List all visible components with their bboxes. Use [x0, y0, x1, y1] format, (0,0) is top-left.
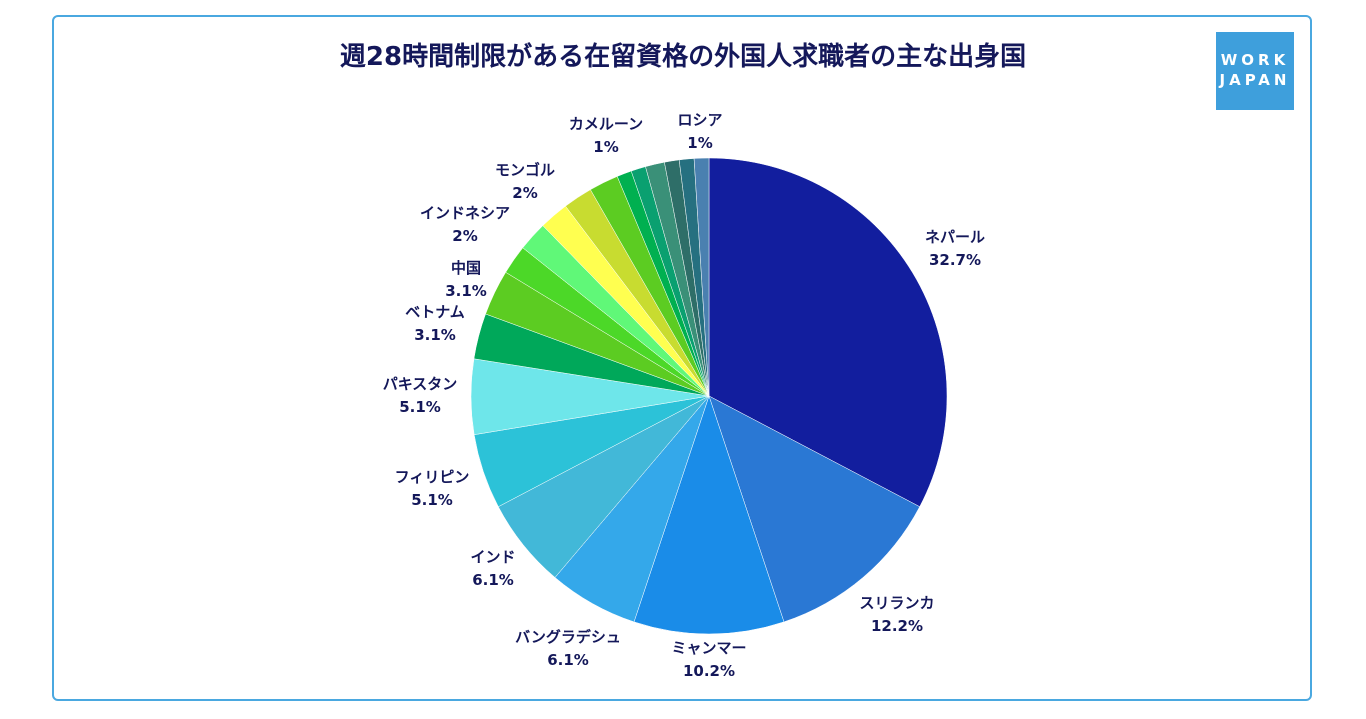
pie-slice [693, 157, 710, 397]
slice-value-label: 32.7% [929, 251, 981, 269]
slice-name-label: ベトナム [405, 303, 465, 321]
slice-value-label: 3.1% [445, 282, 487, 300]
slice-value-label: 6.1% [472, 571, 514, 589]
slice-value-label: 3.1% [414, 326, 456, 344]
slice-value-label: 10.2% [683, 662, 735, 680]
pie-slice [633, 395, 785, 635]
slice-name-label: ミャンマー [671, 639, 746, 657]
slice-name-label: インド [470, 548, 515, 566]
slice-name-label: ロシア [677, 111, 722, 129]
slice-value-label: 5.1% [399, 398, 441, 416]
slice-value-label: 12.2% [871, 617, 923, 635]
slice-value-label: 1% [593, 138, 618, 156]
slice-name-label: フィリピン [395, 468, 470, 486]
slice-name-label: インドネシア [420, 204, 510, 222]
logo-line1: WORK [1220, 51, 1290, 69]
logo-line2: JAPAN [1219, 71, 1291, 89]
pie-slice [708, 157, 948, 508]
chart-title: 週28時間制限がある在留資格の外国人求職者の主な出身国 [339, 42, 1027, 72]
slice-name-label: 中国 [451, 259, 481, 277]
slice-name-label: カメルーン [569, 115, 643, 133]
slice-value-label: 2% [512, 184, 537, 202]
slice-name-label: スリランカ [859, 594, 934, 612]
slice-value-label: 1% [687, 134, 712, 152]
slice-value-label: 2% [452, 227, 477, 245]
slice-name-label: モンゴル [495, 161, 555, 179]
slice-value-label: 5.1% [411, 491, 453, 509]
work-japan-logo: WORK JAPAN [1216, 32, 1294, 110]
chart-frame [52, 15, 1312, 701]
slice-name-label: パキスタン [383, 375, 458, 393]
slice-value-label: 6.1% [547, 651, 589, 669]
slice-name-label: ネパール [925, 228, 985, 246]
slice-name-label: バングラデシュ [515, 628, 621, 646]
pie-slice [708, 395, 921, 623]
